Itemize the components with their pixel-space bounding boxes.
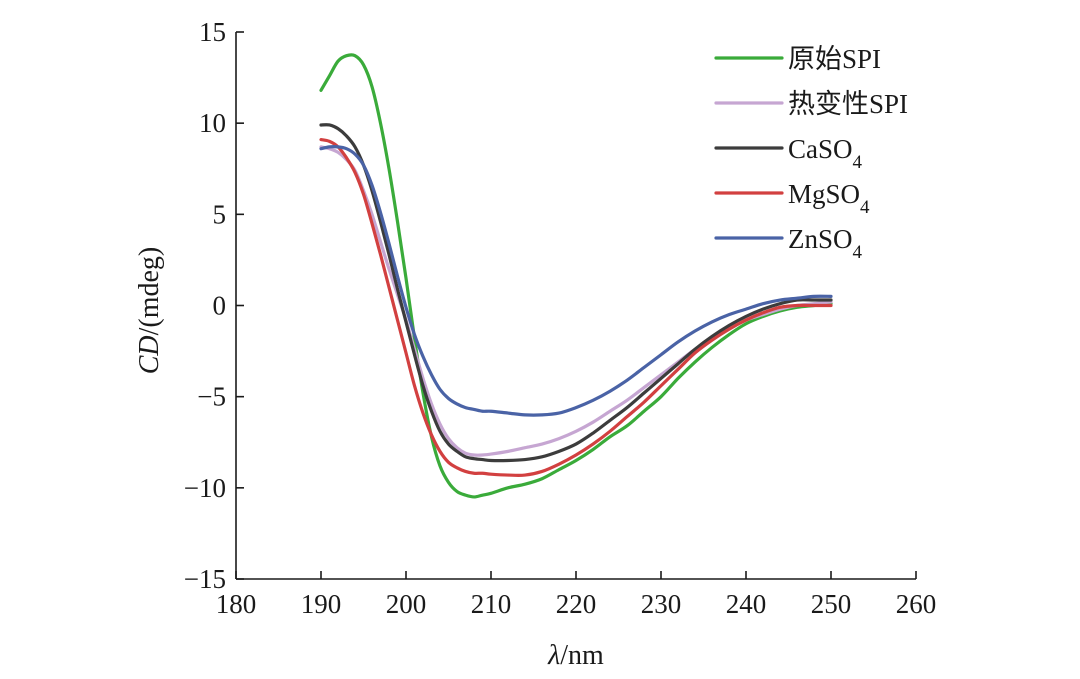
x-tick-label: 240 xyxy=(726,589,767,619)
y-axis-title-rest: /(mdeg) xyxy=(134,247,165,336)
x-tick-label: 250 xyxy=(811,589,852,619)
y-tick-label: 10 xyxy=(199,108,226,138)
y-ticks: 15 10 5 0 −5 −10 −15 xyxy=(184,17,244,594)
y-tick-label: −5 xyxy=(197,382,226,412)
x-tick-label: 200 xyxy=(386,589,427,619)
x-tick-label: 260 xyxy=(896,589,937,619)
x-tick-label: 210 xyxy=(471,589,512,619)
y-tick-label: 15 xyxy=(199,17,226,47)
x-tick-label: 230 xyxy=(641,589,682,619)
legend-label: 原始SPI xyxy=(788,44,881,74)
legend-label: 热变性SPI xyxy=(788,89,908,119)
series-line-0 xyxy=(319,53,833,499)
x-axis-title-rest: /nm xyxy=(560,640,604,671)
legend-label-main: MgSO xyxy=(788,179,860,209)
y-axis-title: CD/(mdeg) xyxy=(134,247,165,375)
legend-label-main: 热变性SPI xyxy=(788,89,908,119)
y-tick-label: −15 xyxy=(184,564,226,594)
x-ticks: 180 190 200 210 220 230 240 250 260 xyxy=(216,571,937,619)
x-tick-label: 220 xyxy=(556,589,597,619)
y-tick-label: −10 xyxy=(184,473,226,503)
legend-item: ZnSO4 xyxy=(714,224,863,263)
legend-item: MgSO4 xyxy=(714,179,870,218)
legend-label-main: ZnSO xyxy=(788,224,853,254)
legend-item: CaSO4 xyxy=(714,134,863,173)
legend-label: MgSO4 xyxy=(788,179,870,218)
x-tick-label: 190 xyxy=(301,589,342,619)
legend-label-main: 原始SPI xyxy=(788,44,881,74)
legend-label: ZnSO4 xyxy=(788,224,863,263)
x-tick-label: 180 xyxy=(216,589,257,619)
legend-item: 热变性SPI xyxy=(714,89,908,119)
series-line-3 xyxy=(319,137,833,477)
y-tick-label: 0 xyxy=(213,291,227,321)
legend-label-subscript: 4 xyxy=(853,242,863,263)
legend-label-subscript: 4 xyxy=(853,152,863,173)
x-axis-title: λ/nm xyxy=(547,640,604,671)
series-line-2 xyxy=(319,123,833,463)
y-axis-title-italic: CD xyxy=(134,335,165,374)
legend-item: 原始SPI xyxy=(714,44,881,74)
y-tick-label: 5 xyxy=(213,199,227,229)
series-line-4 xyxy=(319,145,833,417)
legend-label-subscript: 4 xyxy=(860,197,870,218)
series-group xyxy=(319,53,833,499)
legend-label: CaSO4 xyxy=(788,134,863,173)
legend-label-main: CaSO xyxy=(788,134,853,164)
x-axis-title-italic: λ xyxy=(547,640,560,671)
